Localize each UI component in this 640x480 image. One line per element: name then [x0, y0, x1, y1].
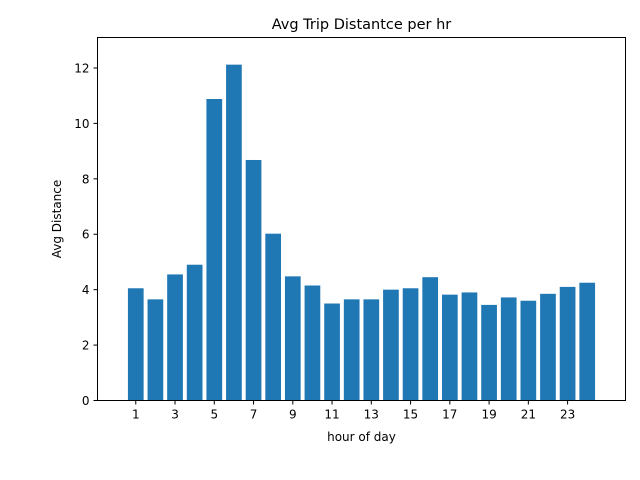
- bar-hour-9: [284, 276, 301, 401]
- bar-hour-23: [559, 286, 576, 401]
- bar-hour-2: [147, 299, 164, 401]
- axes-frame: [97, 37, 626, 401]
- bar-hour-7: [245, 159, 262, 401]
- bar-hour-19: [481, 304, 497, 401]
- x-axis-ticks: 1 3 5 7 9 11 13 15 17 19 21 23: [132, 400, 575, 422]
- y-axis-ticks: 0 2 4 6 8 10 12: [74, 61, 98, 408]
- y-tick-label: 8: [82, 172, 90, 186]
- bar-hour-13: [363, 299, 380, 401]
- y-tick-label: 0: [82, 394, 90, 408]
- chart-title: Avg Trip Distantce per hr: [272, 17, 452, 33]
- bars-group: [127, 64, 596, 401]
- x-axis-title: hour of day: [327, 430, 396, 444]
- y-tick-label: 4: [82, 283, 90, 297]
- bar-hour-6: [226, 64, 242, 401]
- x-tick-label: 7: [250, 408, 258, 422]
- bar-hour-12: [343, 299, 360, 401]
- x-tick-label: 9: [289, 408, 297, 422]
- x-tick-label: 5: [210, 408, 218, 422]
- bar-hour-20: [500, 297, 517, 401]
- x-tick-label: 1: [132, 408, 140, 422]
- x-tick-label: 13: [364, 408, 379, 422]
- x-tick-label: 3: [171, 408, 179, 422]
- bar-hour-4: [186, 264, 203, 401]
- bar-hour-24: [579, 282, 596, 401]
- bar-hour-15: [402, 288, 419, 401]
- bar-hour-14: [383, 289, 399, 401]
- bar-hour-3: [167, 274, 183, 401]
- bar-hour-8: [265, 233, 282, 401]
- bar-hour-21: [520, 300, 537, 401]
- bar-hour-11: [324, 303, 340, 401]
- bar-hour-10: [304, 285, 321, 401]
- y-tick-label: 10: [74, 117, 89, 131]
- x-tick-label: 19: [481, 408, 496, 422]
- y-tick-label: 6: [82, 228, 90, 242]
- bar-hour-1: [127, 288, 144, 401]
- bar-hour-17: [441, 294, 458, 401]
- bar-hour-22: [540, 293, 556, 401]
- y-axis-title: Avg Distance: [50, 180, 64, 259]
- bar-hour-5: [206, 99, 223, 401]
- y-tick-label: 12: [74, 61, 89, 75]
- x-tick-label: 11: [324, 408, 339, 422]
- x-tick-label: 15: [403, 408, 418, 422]
- x-tick-label: 17: [442, 408, 457, 422]
- x-tick-label: 21: [521, 408, 536, 422]
- x-tick-label: 23: [560, 408, 575, 422]
- bar-hour-18: [461, 292, 478, 401]
- y-tick-label: 2: [82, 339, 90, 353]
- bar-hour-16: [422, 277, 439, 401]
